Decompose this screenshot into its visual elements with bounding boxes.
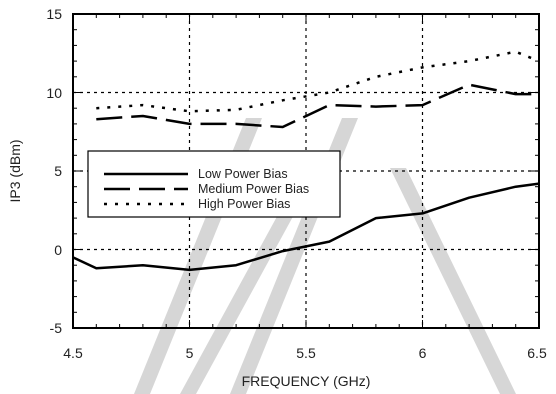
y-tick-label: -5 [50, 320, 63, 336]
series-group [72, 50, 540, 272]
x-tick-label: 6.5 [527, 345, 547, 361]
x-tick-label: 4.5 [63, 345, 83, 361]
x-axis-label: FREQUENCY (GHz) [242, 373, 371, 389]
legend: Low Power Bias Medium Power Bias High Po… [87, 150, 341, 218]
legend-label-high: High Power Bias [198, 197, 290, 211]
y-tick-label: 10 [46, 85, 62, 101]
legend-label-medium: Medium Power Bias [198, 182, 309, 196]
legend-box [87, 150, 341, 218]
tick-marks [72, 13, 540, 329]
legend-label-low: Low Power Bias [198, 167, 288, 181]
y-axis-label: IP3 (dBm) [7, 139, 23, 202]
y-tick-label: 5 [54, 163, 62, 179]
x-tick-label: 6 [419, 345, 427, 361]
x-tick-label: 5.5 [296, 345, 316, 361]
series-line-high [96, 50, 540, 113]
y-tick-label: 0 [54, 242, 62, 258]
y-tick-label: 15 [46, 6, 62, 22]
x-tick-label: 5 [186, 345, 194, 361]
series-line-medium [96, 83, 539, 129]
series-line-low [72, 182, 540, 272]
